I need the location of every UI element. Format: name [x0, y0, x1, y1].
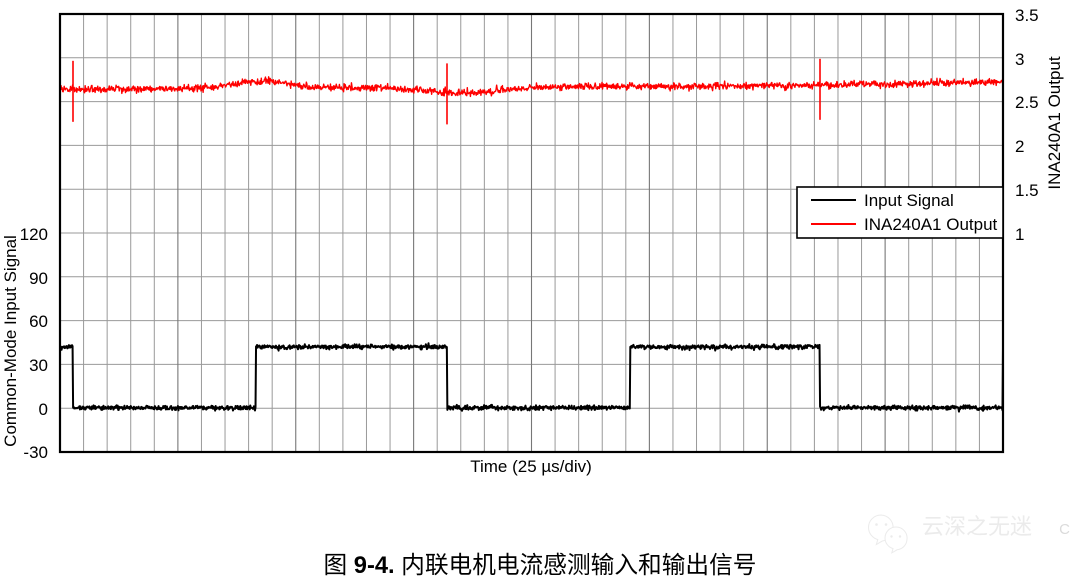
- svg-text:60: 60: [29, 312, 48, 331]
- svg-text:120: 120: [20, 225, 48, 244]
- svg-text:1.5: 1.5: [1015, 181, 1039, 200]
- svg-text:Time (25 µs/div): Time (25 µs/div): [470, 457, 592, 476]
- svg-text:0: 0: [39, 400, 48, 419]
- svg-text:Common-Mode Input Signal: Common-Mode Input Signal: [1, 235, 20, 447]
- svg-text:30: 30: [29, 356, 48, 375]
- svg-text:INA240A1 Output: INA240A1 Output: [864, 215, 998, 234]
- svg-text:C: C: [1059, 521, 1070, 538]
- svg-text:-30: -30: [23, 443, 48, 462]
- svg-text:3.5: 3.5: [1015, 6, 1039, 25]
- svg-text:1: 1: [1015, 225, 1024, 244]
- svg-text:90: 90: [29, 269, 48, 288]
- svg-text:Input Signal: Input Signal: [864, 191, 954, 210]
- svg-text:2: 2: [1015, 137, 1024, 156]
- svg-text:3: 3: [1015, 50, 1024, 69]
- svg-text:INA240A1 Output: INA240A1 Output: [1045, 56, 1064, 190]
- svg-text:图 9-4. 内联电机电流感测输入和输出信号: 图 9-4. 内联电机电流感测输入和输出信号: [323, 552, 756, 579]
- svg-text:云深之无迷: 云深之无迷: [922, 514, 1032, 539]
- svg-text:2.5: 2.5: [1015, 93, 1039, 112]
